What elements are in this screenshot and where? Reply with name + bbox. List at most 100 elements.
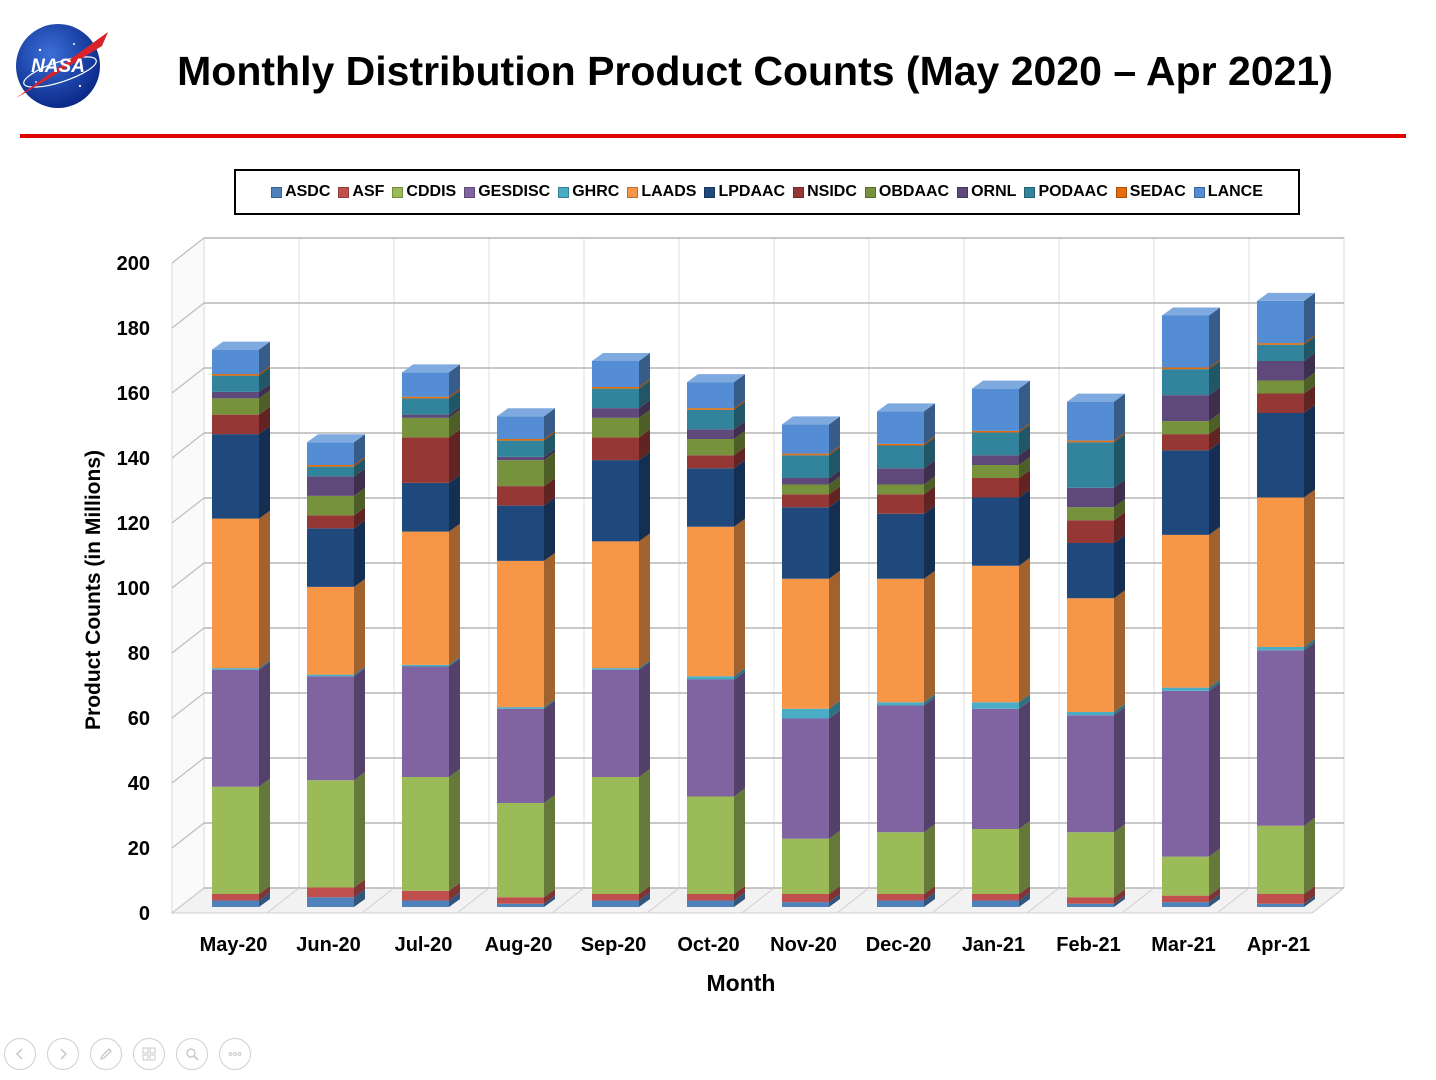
bar-segment — [1162, 369, 1209, 396]
bar-segment-side — [734, 421, 745, 439]
bar-segment — [972, 432, 1019, 456]
bar-segment-side — [734, 518, 745, 677]
bar-segment — [1162, 687, 1209, 691]
zoom-button[interactable] — [176, 1038, 208, 1070]
chart-legend: ASDC ASF CDDIS GESDISC GHRC LAADS LPDAAC NSIDC O… — [234, 169, 1300, 215]
floor-divider — [361, 887, 395, 914]
bar-top — [782, 416, 840, 425]
bar-segment-side — [924, 892, 935, 907]
legend-item-sedac: SEDAC — [1115, 183, 1186, 201]
previous-slide-button[interactable] — [4, 1038, 36, 1070]
legend-swatch — [558, 186, 570, 198]
bar-segment — [402, 777, 449, 891]
bar-segment — [212, 374, 259, 376]
bar-stack-mar-21 — [1162, 307, 1220, 907]
side-gridline — [171, 822, 205, 849]
bar-segment — [212, 375, 259, 392]
bar-segment-side — [1019, 424, 1030, 456]
bar-segment-side — [639, 660, 650, 670]
legend-item-obdaac: OBDAAC — [864, 183, 949, 201]
see-all-slides-button[interactable] — [133, 1038, 165, 1070]
bar-segment — [402, 372, 449, 397]
bar-segment-side — [1304, 385, 1315, 413]
bar-segment — [1067, 598, 1114, 712]
bar-segment — [1257, 343, 1304, 345]
bar-segment-side — [449, 474, 460, 532]
bar-segment — [1162, 367, 1209, 370]
bar-segment-side — [259, 778, 270, 894]
bar-segment-side — [449, 882, 460, 901]
bar-segment — [402, 398, 449, 415]
bar-segment — [402, 437, 449, 483]
bar-segment-side — [449, 364, 460, 397]
bar-segment-side — [354, 457, 365, 467]
legend-item-lpdaac: LPDAAC — [704, 183, 785, 201]
bar-top — [1067, 393, 1125, 402]
bar-segment-side — [354, 434, 365, 465]
bar-segment-side — [259, 510, 270, 669]
bar-segment — [687, 900, 734, 907]
bar-segment-side — [544, 448, 555, 461]
bar-segment-side — [734, 400, 745, 410]
bar-segment-side — [1304, 489, 1315, 647]
side-gridline — [171, 562, 205, 589]
slide-nav-controls — [4, 1038, 251, 1070]
bar-segment — [402, 531, 449, 665]
bar-segment — [877, 702, 924, 706]
bar-segment — [687, 429, 734, 439]
bar-segment — [687, 894, 734, 901]
bar-segment-side — [639, 379, 650, 389]
bar-segment-side — [1304, 642, 1315, 826]
y-tick-label: 140 — [117, 448, 150, 470]
bar-segment-side — [544, 889, 555, 904]
floor-divider — [646, 887, 680, 914]
bar-segment — [877, 513, 924, 579]
bar-segment — [592, 894, 639, 901]
bar-segment-side — [354, 879, 365, 898]
bar-segment — [212, 398, 259, 415]
bar-segment-side — [544, 795, 555, 898]
y-tick-label: 180 — [117, 318, 150, 340]
bar-segment — [1257, 647, 1304, 651]
next-slide-button[interactable] — [47, 1038, 79, 1070]
x-tick-label: Feb-21 — [1056, 934, 1120, 956]
bar-segment — [1257, 825, 1304, 894]
more-options-button[interactable] — [219, 1038, 251, 1070]
bar-segment — [1162, 534, 1209, 688]
bar-segment — [877, 832, 924, 894]
bar-segment — [1162, 450, 1209, 535]
bar-segment-side — [449, 429, 460, 483]
bar-segment-side — [354, 458, 365, 477]
y-tick-label: 100 — [117, 578, 150, 600]
legend-swatch — [627, 186, 639, 198]
bar-segment-side — [259, 426, 270, 519]
x-tick-label: May-20 — [200, 934, 268, 956]
bar-segment — [972, 430, 1019, 433]
bar-segment — [402, 900, 449, 907]
bar-stack-aug-20 — [497, 408, 555, 907]
bar-segment — [402, 417, 449, 438]
bar-segment-side — [639, 353, 650, 387]
side-gridline — [171, 367, 205, 394]
bar-segment-side — [1114, 824, 1125, 898]
bar-segment-side — [354, 468, 365, 496]
bar-segment-side — [829, 499, 840, 579]
bar-segment-side — [1209, 442, 1220, 535]
bar-segment — [687, 455, 734, 469]
bar-segment-side — [544, 408, 555, 439]
legend-label: LPDAAC — [718, 183, 786, 200]
bar-segment — [402, 664, 449, 667]
bar-segment — [1257, 650, 1304, 826]
bar-segment-side — [1114, 590, 1125, 712]
bar-segment-side — [354, 578, 365, 675]
x-tick-label: Aug-20 — [485, 934, 553, 956]
bar-top — [1257, 292, 1315, 301]
bar-top — [402, 364, 460, 373]
pen-tool-button[interactable] — [90, 1038, 122, 1070]
bar-segment-side — [1019, 892, 1030, 907]
side-gridline — [171, 692, 205, 719]
y-tick-label: 160 — [117, 383, 150, 405]
legend-swatch — [1193, 186, 1205, 198]
bar-segment-side — [734, 460, 745, 527]
bar-segment-side — [544, 478, 555, 506]
